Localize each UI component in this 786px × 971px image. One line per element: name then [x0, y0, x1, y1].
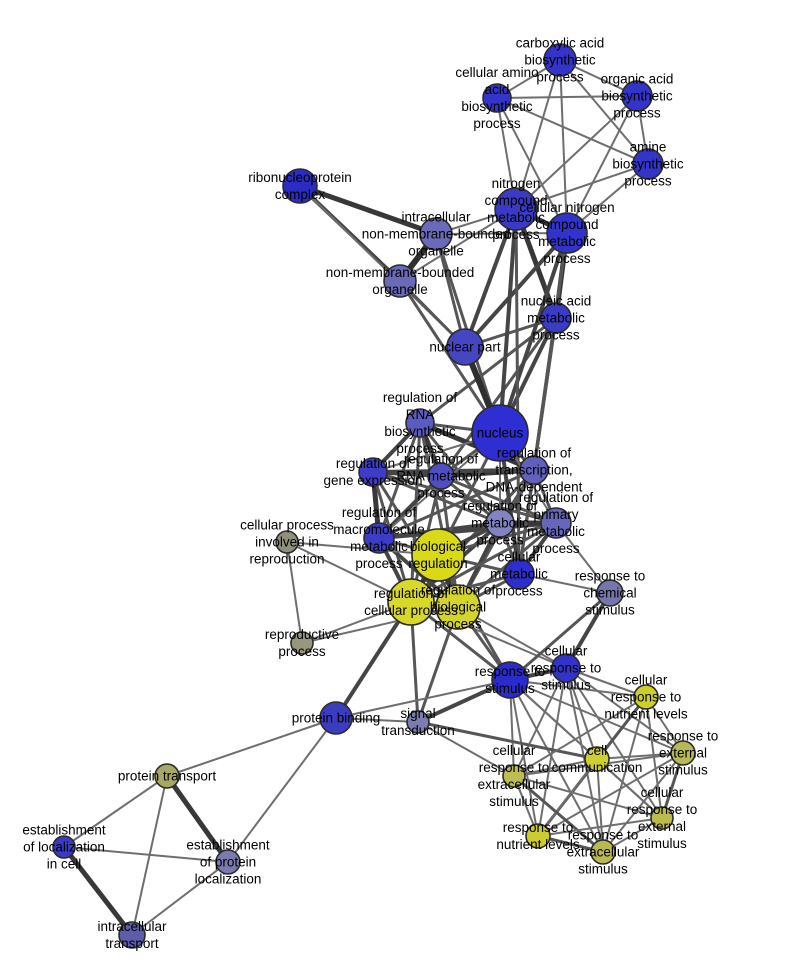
- graph-edge: [517, 232, 569, 575]
- node-cellular-amino-acid-biosynthetic-process[interactable]: [482, 83, 512, 113]
- graph-edge: [417, 721, 515, 777]
- node-protein-binding[interactable]: [319, 701, 353, 735]
- nodes-layer: [52, 43, 696, 949]
- node-amine-biosynthetic-process[interactable]: [632, 148, 664, 180]
- node-establishment-of-localization-in-cell[interactable]: [52, 835, 76, 859]
- node-cellular-response-to-external-stimulus[interactable]: [650, 806, 674, 830]
- node-carboxylic-acid-biosynthetic-process[interactable]: [543, 43, 577, 77]
- graph-edge: [63, 846, 229, 863]
- graph-edge: [372, 470, 501, 525]
- graph-edge: [565, 667, 663, 819]
- node-regulation-of-metabolic-process[interactable]: [485, 508, 515, 538]
- node-cell-communication[interactable]: [584, 746, 610, 772]
- node-ribonucleoprotein-complex[interactable]: [282, 168, 318, 204]
- node-non-membrane-bounded-organelle[interactable]: [383, 264, 417, 298]
- node-response-to-stimulus[interactable]: [491, 661, 529, 699]
- graph-edge: [537, 667, 567, 837]
- graph-edge: [513, 775, 663, 819]
- graph-edge: [559, 59, 649, 165]
- node-regulation-of-biological-process[interactable]: [435, 584, 481, 630]
- node-signal-transduction[interactable]: [406, 710, 430, 734]
- node-intracellular-non-membrane-bounded-organelle[interactable]: [419, 217, 453, 251]
- node-nucleic-acid-metabolic-process[interactable]: [540, 302, 572, 334]
- graph-edge: [62, 845, 134, 937]
- graph-edge: [286, 541, 303, 644]
- graph-edge: [566, 95, 638, 234]
- graph-edge: [399, 208, 517, 282]
- node-biological-regulation[interactable]: [411, 528, 465, 582]
- node-response-to-nutrient-levels[interactable]: [525, 823, 551, 849]
- node-nitrogen-compound-metabolic-process[interactable]: [494, 187, 538, 231]
- graph-edge: [559, 59, 568, 234]
- graph-edge: [537, 752, 684, 837]
- node-nucleus[interactable]: [471, 404, 529, 462]
- node-regulation-of-rna-metabolic-process[interactable]: [427, 462, 455, 490]
- graph-edge: [496, 97, 568, 234]
- graph-edge: [515, 163, 649, 210]
- node-regulation-of-macromolecule-metabolic-process[interactable]: [363, 522, 395, 554]
- graph-edge: [409, 422, 422, 603]
- node-organic-acid-biosynthetic-process[interactable]: [621, 80, 653, 112]
- graph-edge: [537, 817, 663, 837]
- edges-layer: [62, 59, 685, 937]
- graph-edge: [166, 717, 337, 777]
- graph-edge: [509, 679, 604, 853]
- node-nuclear-part[interactable]: [446, 328, 484, 366]
- graph-edge: [565, 667, 598, 760]
- graph-edge: [372, 470, 557, 525]
- graph-edge: [509, 679, 539, 837]
- node-regulation-of-rna-biosynthetic-process[interactable]: [405, 408, 435, 438]
- graph-edge: [602, 752, 684, 853]
- graph-edge: [164, 774, 231, 864]
- graph-edge: [509, 591, 611, 682]
- graph-edge: [498, 208, 518, 434]
- graph-edge: [435, 232, 568, 235]
- node-intracellular-transport[interactable]: [118, 921, 146, 949]
- graph-edge: [463, 208, 518, 348]
- graph-edge: [514, 208, 521, 575]
- node-cellular-response-to-nutrient-levels[interactable]: [633, 684, 659, 710]
- node-cellular-response-to-stimulus[interactable]: [551, 653, 581, 683]
- node-establishment-of-protein-localization[interactable]: [215, 849, 241, 875]
- graph-edge: [439, 317, 558, 477]
- graph-edge: [417, 720, 598, 761]
- node-regulation-of-transcription-dna-dependent[interactable]: [519, 455, 549, 485]
- node-response-to-extracellular-stimulus[interactable]: [590, 839, 616, 865]
- graph-edge: [131, 861, 229, 936]
- graph-edge: [335, 679, 511, 719]
- node-reproductive-process[interactable]: [290, 631, 314, 655]
- graph-edge: [498, 232, 569, 434]
- graph-edge: [537, 758, 598, 837]
- graph-edge: [440, 474, 557, 525]
- node-cellular-response-to-extracellular-stimulus[interactable]: [502, 764, 526, 788]
- graph-edge: [515, 95, 638, 210]
- node-cellular-metabolic-process[interactable]: [503, 558, 535, 590]
- graph-edge: [496, 97, 649, 165]
- node-regulation-of-gene-expression[interactable]: [358, 457, 388, 487]
- graph-edge: [513, 696, 647, 777]
- graph-edge: [496, 95, 638, 99]
- graph-edge: [513, 667, 567, 777]
- node-regulation-of-cellular-process[interactable]: [387, 578, 435, 626]
- graph-edge: [513, 774, 604, 854]
- node-protein-transport[interactable]: [154, 763, 180, 789]
- node-regulation-of-primary-metabolic-process[interactable]: [540, 507, 572, 539]
- graph-edge: [63, 775, 168, 848]
- graph-edge: [301, 606, 459, 644]
- node-response-to-external-stimulus[interactable]: [670, 740, 696, 766]
- graph-edge: [299, 183, 437, 237]
- graph-edge: [596, 758, 604, 853]
- graph-edge: [410, 521, 557, 604]
- graph-edge: [515, 59, 561, 210]
- node-cellular-process-involved-in-reproduction[interactable]: [275, 530, 299, 554]
- node-response-to-chemical-stimulus[interactable]: [596, 579, 624, 607]
- graph-edge: [227, 717, 337, 863]
- graph-edge: [596, 758, 663, 819]
- graph-edge: [602, 696, 647, 853]
- node-cellular-nitrogen-compound-metabolic-process[interactable]: [546, 212, 588, 254]
